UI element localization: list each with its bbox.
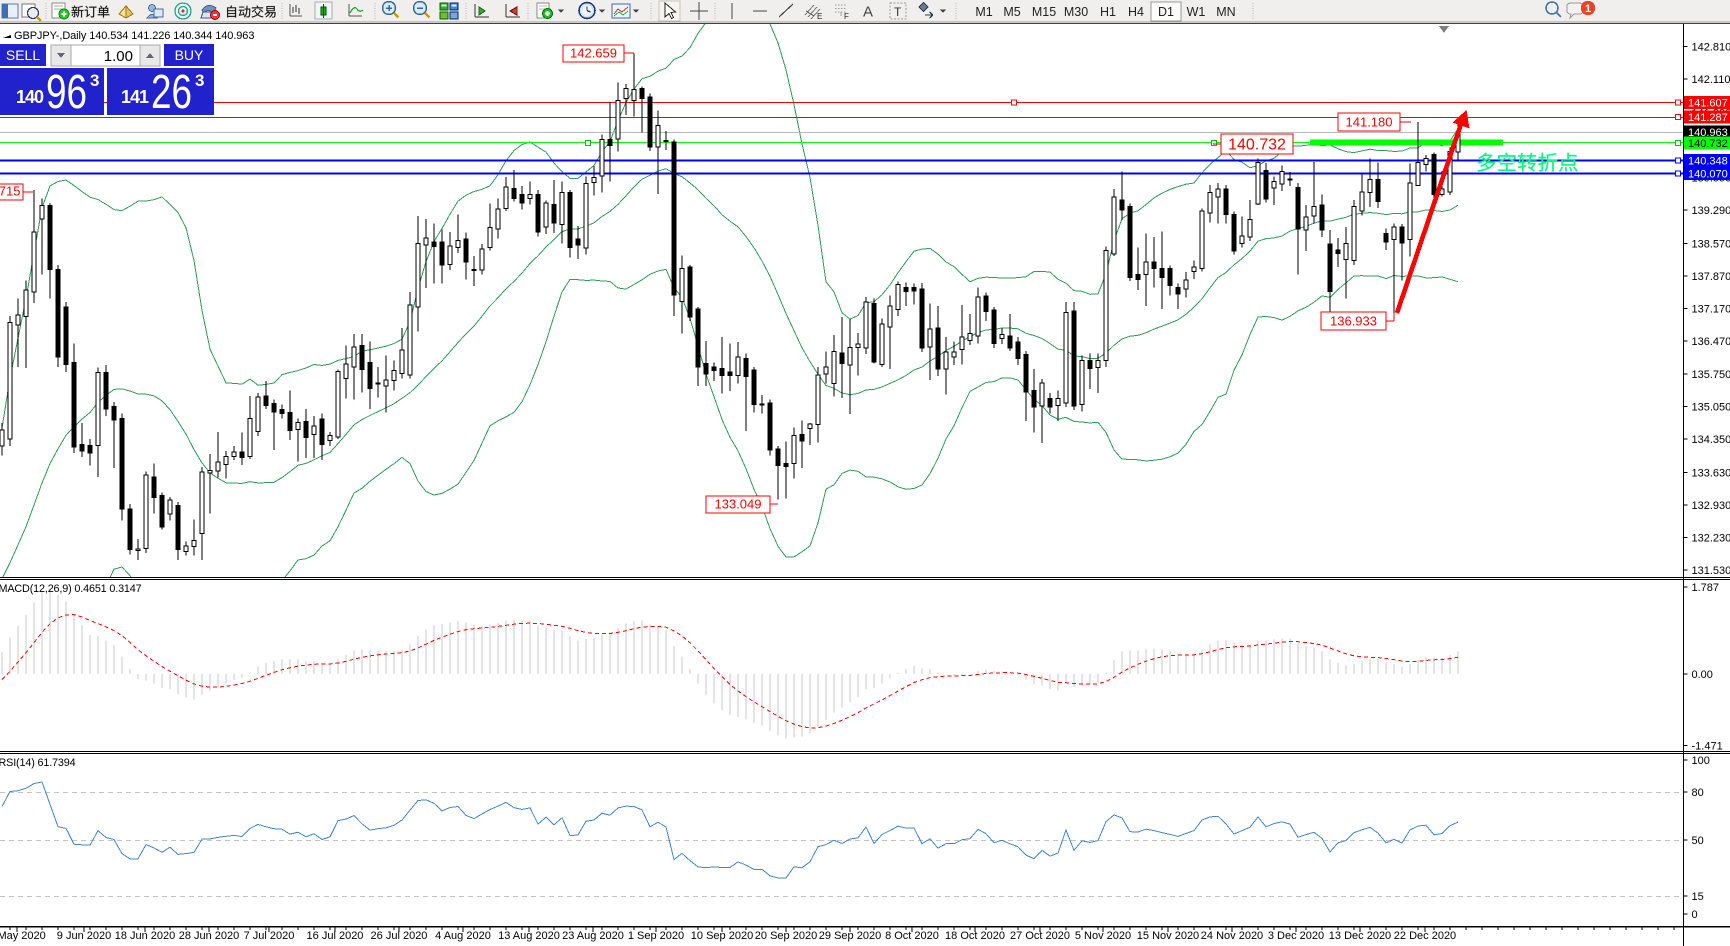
svg-text:140.732: 140.732	[1688, 138, 1728, 150]
svg-text:100: 100	[1692, 755, 1710, 767]
svg-text:131.530: 131.530	[1692, 565, 1730, 577]
svg-text:18 Oct 2020: 18 Oct 2020	[945, 930, 1005, 942]
svg-text:16 Jul 2020: 16 Jul 2020	[307, 930, 364, 942]
svg-text:H4: H4	[1128, 5, 1144, 19]
svg-text:SELL: SELL	[6, 47, 40, 63]
svg-text:18 Jun 2020: 18 Jun 2020	[115, 930, 176, 942]
svg-text:132.930: 132.930	[1692, 500, 1730, 512]
svg-text:28 Jun 2020: 28 Jun 2020	[179, 930, 240, 942]
svg-text:140.070: 140.070	[1688, 169, 1728, 181]
svg-text:27 Oct 2020: 27 Oct 2020	[1010, 930, 1070, 942]
svg-text:141.287: 141.287	[1688, 112, 1728, 124]
svg-text:D1: D1	[1158, 5, 1174, 19]
svg-text:140.348: 140.348	[1688, 156, 1728, 168]
svg-text:80: 80	[1692, 787, 1704, 799]
svg-text:142.659: 142.659	[570, 46, 617, 61]
svg-text:133.630: 133.630	[1692, 468, 1730, 480]
svg-text:137.170: 137.170	[1692, 303, 1730, 315]
svg-text:140: 140	[16, 87, 44, 107]
svg-text:MACD(12,26,9) 0.4651 0.3147: MACD(12,26,9) 0.4651 0.3147	[0, 583, 142, 595]
svg-text:96: 96	[46, 66, 87, 119]
svg-text:M5: M5	[1003, 5, 1020, 19]
svg-text:23 Aug 2020: 23 Aug 2020	[562, 930, 624, 942]
svg-text:GBPJPY-,Daily 140.534 141.226: GBPJPY-,Daily 140.534 141.226 140.344 14…	[14, 30, 254, 42]
svg-text:10 Sep 2020: 10 Sep 2020	[691, 930, 753, 942]
svg-text:141: 141	[121, 87, 149, 107]
svg-text:13 Dec 2020: 13 Dec 2020	[1329, 930, 1391, 942]
svg-text:133.049: 133.049	[715, 497, 762, 512]
svg-text:132.230: 132.230	[1692, 533, 1730, 545]
svg-text:8 Oct 2020: 8 Oct 2020	[885, 930, 939, 942]
svg-text:H1: H1	[1100, 5, 1116, 19]
svg-text:140.732: 140.732	[1228, 137, 1286, 154]
svg-text:3: 3	[195, 71, 204, 90]
svg-text:M30: M30	[1064, 5, 1088, 19]
svg-text:20 Sep 2020: 20 Sep 2020	[755, 930, 817, 942]
svg-text:142.110: 142.110	[1692, 74, 1730, 86]
svg-text:137.870: 137.870	[1692, 271, 1730, 283]
svg-text:22 Dec 2020: 22 Dec 2020	[1394, 930, 1456, 942]
svg-text:136.470: 136.470	[1692, 336, 1730, 348]
svg-text:26 Jul 2020: 26 Jul 2020	[371, 930, 428, 942]
svg-text:9 Jun 2020: 9 Jun 2020	[57, 930, 111, 942]
svg-text:141.607: 141.607	[1688, 97, 1728, 109]
svg-text:F: F	[844, 12, 849, 21]
svg-text:7 Jul 2020: 7 Jul 2020	[244, 930, 295, 942]
svg-text:1.787: 1.787	[1692, 582, 1720, 594]
svg-text:1 Sep 2020: 1 Sep 2020	[628, 930, 684, 942]
svg-text:24 Nov 2020: 24 Nov 2020	[1201, 930, 1263, 942]
svg-text:T: T	[894, 5, 902, 19]
svg-text:135.050: 135.050	[1692, 402, 1730, 414]
svg-text:5 Nov 2020: 5 Nov 2020	[1075, 930, 1131, 942]
svg-text:M15: M15	[1032, 5, 1056, 19]
svg-text:141.180: 141.180	[1346, 115, 1393, 130]
svg-text:50: 50	[1692, 835, 1704, 847]
svg-text:15 Nov 2020: 15 Nov 2020	[1137, 930, 1199, 942]
svg-text:136.933: 136.933	[1330, 314, 1377, 329]
svg-text:140.963: 140.963	[1688, 127, 1728, 139]
svg-text:0.00: 0.00	[1692, 669, 1713, 681]
svg-text:0: 0	[1692, 909, 1698, 921]
svg-text:29 Sep 2020: 29 Sep 2020	[819, 930, 881, 942]
svg-text:1.00: 1.00	[104, 48, 133, 65]
svg-text:MN: MN	[1216, 5, 1235, 19]
svg-text:138.570: 138.570	[1692, 238, 1730, 250]
svg-text:13 Aug 2020: 13 Aug 2020	[498, 930, 560, 942]
svg-text:4 Aug 2020: 4 Aug 2020	[435, 930, 491, 942]
svg-text:134.350: 134.350	[1692, 434, 1730, 446]
svg-text:1: 1	[1585, 3, 1591, 15]
svg-text:-1.471: -1.471	[1692, 741, 1723, 753]
svg-text:E: E	[817, 12, 822, 21]
svg-text:139.715: 139.715	[0, 184, 21, 199]
svg-text:135.750: 135.750	[1692, 369, 1730, 381]
svg-text:A: A	[863, 4, 873, 21]
svg-text:BUY: BUY	[175, 47, 204, 63]
svg-text:3: 3	[90, 71, 99, 90]
svg-text:M1: M1	[975, 5, 992, 19]
svg-text:15: 15	[1692, 891, 1704, 903]
svg-text:142.810: 142.810	[1692, 41, 1730, 53]
svg-text:RSI(14) 61.7394: RSI(14) 61.7394	[0, 757, 76, 769]
svg-text:26: 26	[151, 66, 192, 119]
svg-text:3 Dec 2020: 3 Dec 2020	[1268, 930, 1324, 942]
svg-text:139.290: 139.290	[1692, 205, 1730, 217]
svg-text:1 May 2020: 1 May 2020	[0, 930, 46, 942]
svg-text:W1: W1	[1187, 5, 1206, 19]
